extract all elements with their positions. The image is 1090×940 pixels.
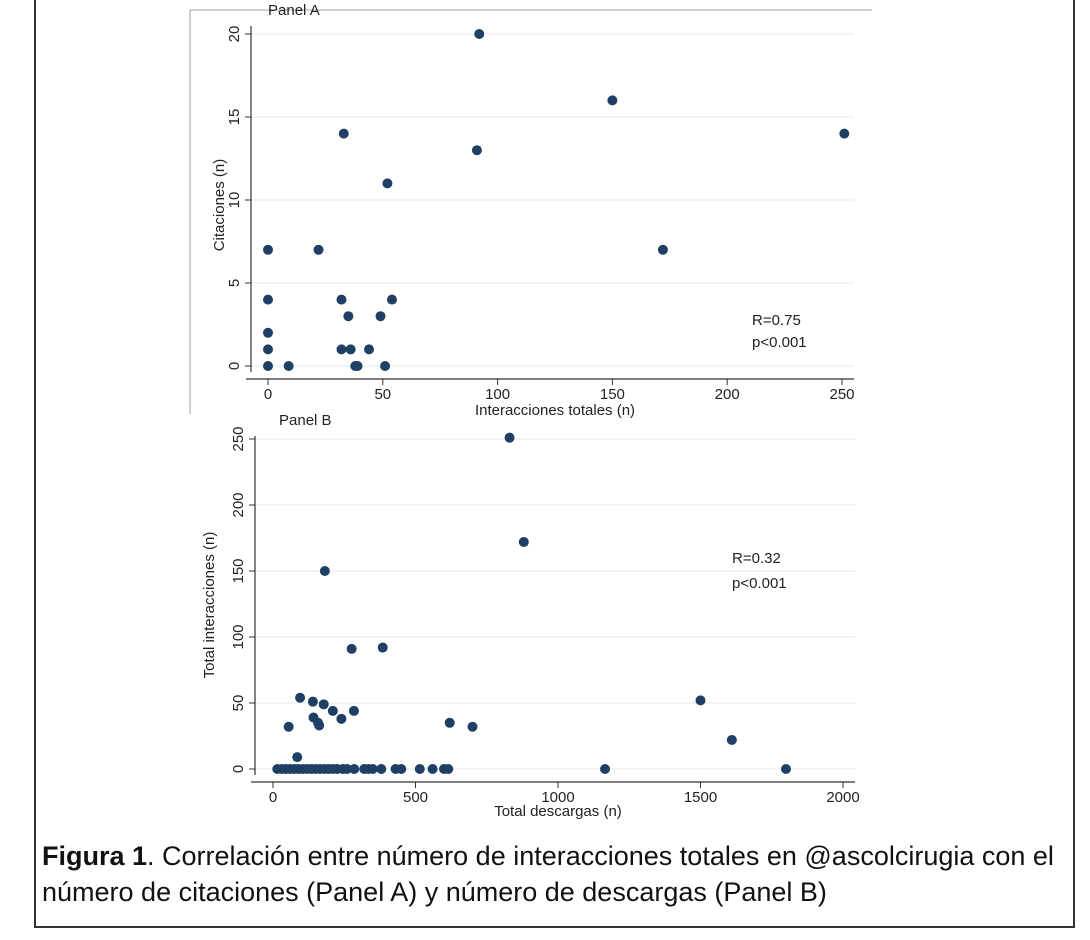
panel-b-title: Panel B xyxy=(279,412,332,429)
panel-a-annotation: R=0.75 p<0.001 xyxy=(752,310,807,354)
panel-a-point xyxy=(336,294,347,305)
panel-b-x-tick-label: 2000 xyxy=(826,789,859,806)
panel-a-y-tick-label: 5 xyxy=(226,279,243,287)
panel-a-point xyxy=(471,145,482,156)
panel-b-y-tick-label: 200 xyxy=(230,492,247,517)
panel-b-point xyxy=(781,764,791,774)
panel-b-y-tick-label: 150 xyxy=(230,558,247,583)
panel-b-point xyxy=(318,699,329,710)
panel-a-y-tick-label: 10 xyxy=(226,192,243,209)
figure-caption: Figura 1. Correlación entre número de in… xyxy=(42,838,1072,910)
panel-b-point xyxy=(414,764,425,774)
panel-a-point xyxy=(345,344,356,355)
caption-text: . Correlación entre número de interaccio… xyxy=(42,841,1054,907)
panel-a-x-tick-label: 0 xyxy=(264,386,272,403)
panel-b-point xyxy=(504,432,515,443)
panel-b-point xyxy=(295,692,306,703)
panel-a-point xyxy=(352,361,363,371)
panel-a-point xyxy=(607,95,618,106)
panel-b-point xyxy=(307,696,318,707)
panel-b-point xyxy=(444,717,455,728)
panel-b-point xyxy=(314,720,325,731)
panel-b-x-tick-label: 0 xyxy=(269,789,277,806)
panel-b-point xyxy=(443,764,454,774)
panel-a-x-tick-label: 200 xyxy=(715,386,740,403)
panel-b-chart: 0 50 100 150 200 250 0 500 1000 1500 2000 Panel B To… xyxy=(201,412,860,820)
panel-b-point xyxy=(342,764,353,774)
panel-a-background xyxy=(190,10,872,414)
panel-b-point xyxy=(349,764,360,774)
panel-b-point xyxy=(319,566,330,576)
panel-a-point xyxy=(263,327,273,338)
panel-a-point xyxy=(382,178,393,189)
panel-a-p-value: p<0.001 xyxy=(752,334,807,351)
panel-a-x-tick-label: 50 xyxy=(374,386,391,403)
panel-a-point xyxy=(386,294,397,305)
panel-a-r-value: R=0.75 xyxy=(752,312,801,329)
panel-b-y-label: Total interacciones (n) xyxy=(201,532,218,679)
panel-b-p-value: p<0.001 xyxy=(732,575,787,592)
panel-b-y-tick-label: 250 xyxy=(230,426,247,451)
panel-a-point xyxy=(263,361,273,371)
panel-b-point xyxy=(467,721,478,732)
panel-b-point xyxy=(726,734,737,745)
panel-a-point xyxy=(657,244,668,255)
panel-b-annotation: R=0.32 p<0.001 xyxy=(732,546,787,596)
panel-a-y-label: Citaciones (n) xyxy=(211,159,228,252)
panel-a-x-tick-label: 150 xyxy=(600,386,625,403)
panel-a-x-label: Interacciones totales (n) xyxy=(475,402,635,419)
panel-b-point xyxy=(292,752,303,763)
panel-a-title: Panel A xyxy=(268,2,320,19)
panel-b-x-label: Total descargas (n) xyxy=(494,803,622,820)
panel-b-point xyxy=(396,764,407,774)
panel-b-x-tick-label: 1500 xyxy=(684,789,717,806)
panel-a-point xyxy=(375,311,386,322)
panel-b-point xyxy=(695,695,706,706)
panel-b-point xyxy=(427,764,438,774)
panel-b-point xyxy=(518,536,529,547)
panel-b-point xyxy=(327,705,338,716)
panel-b-point xyxy=(336,713,347,724)
panel-a-point xyxy=(380,361,391,371)
panel-a-x-tick-label: 250 xyxy=(829,386,854,403)
panel-a-y-tick-label: 0 xyxy=(226,362,243,370)
panel-a-x-tick-label: 100 xyxy=(485,386,510,403)
panel-a-point xyxy=(263,344,273,355)
panel-b-point xyxy=(367,764,378,774)
panel-b-x-tick-label: 500 xyxy=(403,789,428,806)
panel-b-point xyxy=(377,642,388,653)
panel-b-y-tick-label: 0 xyxy=(230,765,247,773)
panel-a-point xyxy=(313,244,324,255)
panel-a-point xyxy=(263,244,273,255)
panel-a-point xyxy=(343,311,354,322)
panel-b-r-value: R=0.32 xyxy=(732,550,781,567)
panel-a-point xyxy=(336,344,347,355)
panel-b-x-tick-label: 1000 xyxy=(541,789,574,806)
panel-b-y-tick-label: 100 xyxy=(230,624,247,649)
panel-a-y-tick-label: 20 xyxy=(226,26,243,43)
panel-a-point xyxy=(839,128,850,139)
panel-a-point xyxy=(338,128,349,139)
panel-b-point xyxy=(346,643,357,654)
caption-label: Figura 1 xyxy=(42,841,148,871)
figure-frame xyxy=(34,0,1075,928)
panel-b-point xyxy=(283,721,294,732)
panel-b-point xyxy=(600,764,611,774)
panel-b-point xyxy=(348,705,359,716)
panel-a-point xyxy=(283,361,294,371)
panel-a-point xyxy=(364,344,375,355)
panel-a-point xyxy=(474,29,485,39)
panel-b-y-tick-label: 50 xyxy=(230,695,247,712)
panel-a-y-tick-label: 15 xyxy=(226,109,243,126)
panel-a-point xyxy=(263,294,273,305)
panel-b-point xyxy=(376,764,387,774)
